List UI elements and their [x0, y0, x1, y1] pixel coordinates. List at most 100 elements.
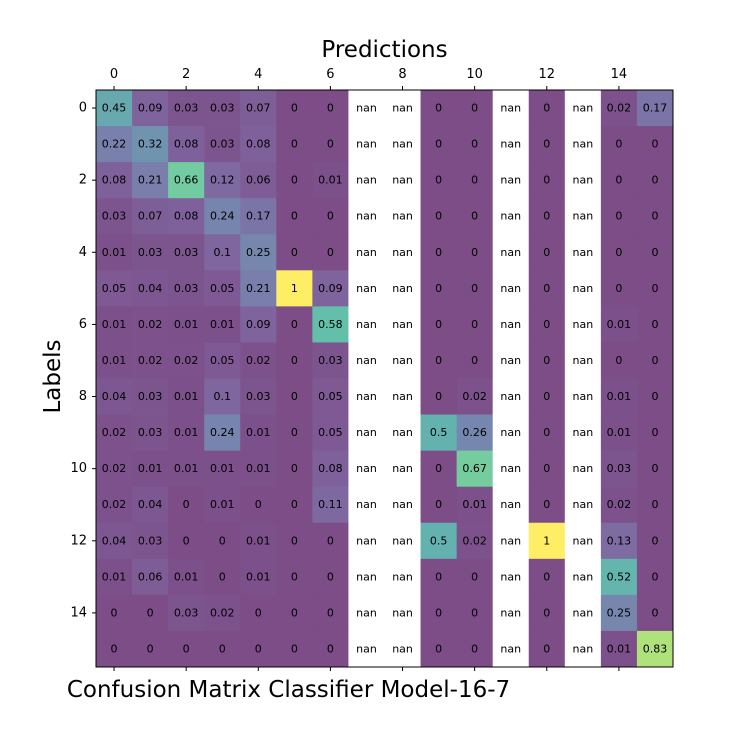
heatmap-cell — [564, 558, 602, 596]
heatmap-cell — [240, 234, 277, 271]
cell-value-label: 0.05 — [210, 282, 235, 295]
heatmap-cell — [312, 378, 349, 415]
cell-value-label: nan — [500, 102, 521, 115]
heatmap-cell — [96, 450, 133, 488]
cell-value-label: nan — [500, 138, 521, 151]
x-tick-label: 8 — [398, 67, 406, 82]
cell-value-label: 0.02 — [210, 606, 235, 619]
cell-value-label: nan — [573, 246, 594, 259]
heatmap-cell — [168, 522, 205, 560]
heatmap-cell — [96, 342, 133, 379]
heatmap-cell — [204, 90, 241, 127]
cell-value-label: nan — [500, 570, 521, 583]
heatmap-cell — [420, 594, 458, 632]
y-tick-label: 14 — [70, 605, 87, 620]
heatmap-cell — [384, 126, 421, 163]
cell-value-label: 0.02 — [607, 498, 632, 511]
cell-value-label: 0 — [615, 174, 622, 187]
heatmap-cell — [204, 594, 241, 632]
heatmap-cell — [600, 234, 638, 271]
cell-value-label: 0.12 — [210, 174, 235, 187]
cell-value-label: 0 — [435, 174, 442, 187]
heatmap-cell — [204, 342, 241, 379]
cell-value-label: 0.08 — [318, 462, 343, 475]
cell-value-label: 0 — [291, 462, 298, 475]
heatmap-cell — [600, 450, 638, 488]
heatmap-cell — [276, 198, 313, 235]
heatmap-cell — [636, 90, 674, 127]
heatmap-cell — [96, 162, 133, 199]
cell-value-label: 0.03 — [607, 462, 632, 475]
cell-value-label: 0 — [147, 606, 154, 619]
heatmap-cell — [636, 270, 674, 307]
heatmap-cell — [276, 450, 313, 488]
cell-value-label: 0 — [543, 570, 550, 583]
cell-value-label: 0.03 — [138, 534, 163, 547]
cell-value-label: 0 — [615, 246, 622, 259]
heatmap-cell — [420, 162, 458, 199]
y-tick-label: 2 — [79, 173, 87, 188]
heatmap-cell — [564, 270, 602, 307]
cell-value-label: 0 — [471, 174, 478, 187]
cell-value-label: 0.01 — [246, 426, 271, 439]
cell-value-label: 0 — [219, 642, 226, 655]
heatmap-cell — [348, 594, 385, 632]
heatmap-cell — [600, 198, 638, 235]
cell-value-label: 0 — [183, 498, 190, 511]
heatmap-cell — [168, 558, 205, 596]
heatmap-cell — [456, 126, 494, 163]
heatmap-cell — [312, 198, 349, 235]
heatmap-cell — [420, 378, 458, 415]
cell-value-label: 0 — [471, 570, 478, 583]
heatmap-cell — [276, 90, 313, 127]
heatmap-cell — [312, 450, 349, 488]
heatmap-cell — [600, 522, 638, 560]
heatmap-cell — [384, 486, 421, 524]
cell-value-label: nan — [573, 210, 594, 223]
cell-value-label: 0.58 — [318, 318, 343, 331]
cell-value-label: 0.08 — [174, 138, 199, 151]
heatmap-cell — [96, 594, 133, 632]
cell-value-label: 0 — [543, 174, 550, 187]
heatmap-cell — [204, 558, 241, 596]
heatmap-cell — [564, 198, 602, 235]
cell-value-label: 0.01 — [102, 570, 127, 583]
heatmap-cell — [384, 630, 421, 668]
cell-value-label: 0.01 — [246, 570, 271, 583]
heatmap-cell — [456, 558, 494, 596]
x-tick-label: 6 — [326, 67, 334, 82]
heatmap-cell — [420, 234, 458, 271]
heatmap-cell — [636, 306, 674, 343]
cell-value-label: 0 — [291, 426, 298, 439]
heatmap-cells — [96, 90, 674, 668]
heatmap-cell — [456, 414, 494, 452]
cell-value-label: 0.08 — [246, 138, 271, 151]
heatmap-cell — [636, 126, 674, 163]
cell-value-label: nan — [392, 426, 413, 439]
cell-value-label: nan — [500, 606, 521, 619]
cell-value-label: nan — [392, 210, 413, 223]
heatmap-cell — [636, 198, 674, 235]
cell-value-label: 0 — [651, 246, 658, 259]
cell-value-label: 0 — [543, 354, 550, 367]
heatmap-cell — [384, 198, 421, 235]
heatmap-cell — [456, 594, 494, 632]
heatmap-cell — [204, 414, 241, 452]
heatmap-cell — [384, 522, 421, 560]
heatmap-cell — [168, 594, 205, 632]
cell-value-label: 0.01 — [607, 642, 632, 655]
cell-value-label: 0.05 — [318, 426, 343, 439]
heatmap-cell — [348, 234, 385, 271]
cell-value-label: 0.03 — [138, 246, 163, 259]
heatmap-cell — [384, 378, 421, 415]
heatmap-cell — [636, 234, 674, 271]
cell-value-label: nan — [392, 498, 413, 511]
heatmap-cell — [492, 90, 530, 127]
cell-value-label: 0.05 — [102, 282, 127, 295]
cell-value-label: 0 — [471, 318, 478, 331]
heatmap-cell — [456, 486, 494, 524]
cell-value-label: 0.01 — [174, 318, 199, 331]
cell-value-label: nan — [356, 210, 377, 223]
heatmap-cell — [564, 450, 602, 488]
heatmap-cell — [456, 630, 494, 668]
